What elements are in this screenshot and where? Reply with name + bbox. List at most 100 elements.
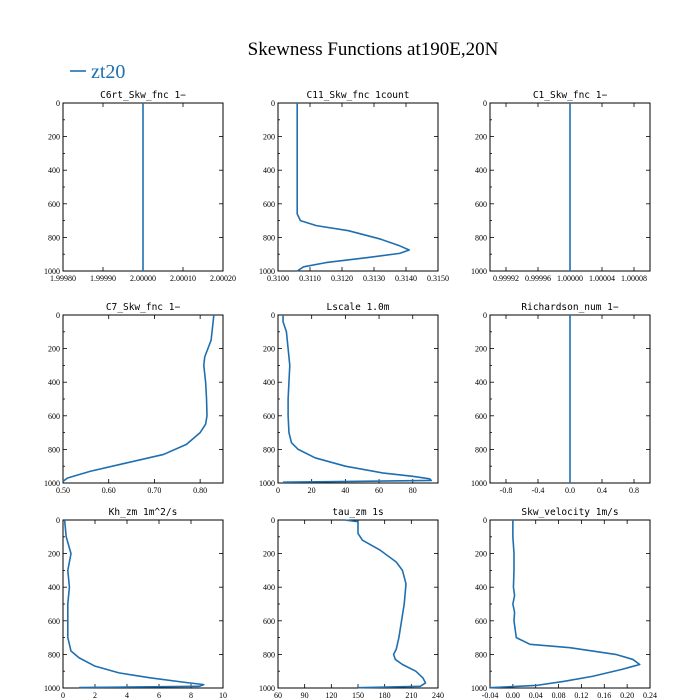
y-tick-label: 600 [48,617,60,626]
legend-label-zt20: zt20 [91,61,125,83]
panel-5: Richardson_num 1− 0 200 400 600 800 1000 -0.8 -0… [471,302,651,495]
panel-title: Kh_zm 1m^2/s [109,507,178,518]
x-tick-label: 0.24 [643,691,657,700]
panel-title: C6rt_Skw_fnc 1− [100,90,186,101]
x-tick-label: 0.3130 [363,274,385,283]
series-line-zt20 [63,519,205,689]
x-tick-label: 2.00010 [170,274,196,283]
y-tick-label: 600 [475,200,487,209]
x-tick-label: 0.08 [552,691,566,700]
y-tick-label: 400 [263,583,275,592]
x-tick-label: 0.70 [147,486,161,495]
y-tick-label: 800 [263,233,275,242]
x-tick-label: 0.3110 [299,274,321,283]
x-tick-label: 0.3100 [267,274,289,283]
y-tick-label: 0 [483,516,487,525]
series-line-zt20 [296,103,410,272]
series-line-zt20 [489,520,641,689]
x-tick-label: 2 [93,691,97,700]
y-tick-label: 0 [56,516,60,525]
x-tick-label: 10 [219,691,227,700]
y-tick-label: 600 [48,412,60,421]
y-tick-label: 1000 [259,684,275,693]
x-tick-label: 60 [375,486,383,495]
y-tick-label: 200 [48,345,60,354]
y-tick-label: 200 [263,550,275,559]
y-tick-label: 800 [48,445,60,454]
y-tick-label: 800 [475,650,487,659]
x-tick-label: 0.12 [574,691,588,700]
y-tick-label: 800 [48,233,60,242]
y-tick-label: 600 [263,617,275,626]
x-tick-label: 210 [405,691,417,700]
panel-title: C11_Skw_fnc 1count [307,90,410,101]
y-tick-label: 200 [48,550,60,559]
y-tick-label: 1000 [44,684,60,693]
x-tick-label: 120 [325,691,337,700]
x-tick-label: 1.99980 [50,274,76,283]
y-tick-label: 200 [48,133,60,142]
x-tick-label: 0.4 [597,486,607,495]
x-tick-label: 90 [301,691,309,700]
y-tick-label: 0 [483,99,487,108]
plot-frame [62,314,224,484]
y-tick-label: 0 [56,311,60,320]
y-tick-label: 1000 [259,479,275,488]
y-tick-label: 0 [483,311,487,320]
figure-title: Skewness Functions at190E,20N [248,39,499,60]
panel-title: Lscale 1.0m [327,302,390,313]
panel-2: C1_Skw_fnc 1− 0 200 400 600 800 1000 0.99992 0.9… [471,90,651,283]
y-tick-label: 600 [475,617,487,626]
x-tick-label: 6 [157,691,161,700]
y-tick-label: 400 [475,583,487,592]
y-tick-label: 400 [475,166,487,175]
x-tick-label: 0.16 [597,691,611,700]
x-tick-label: 0.3150 [427,274,449,283]
y-tick-label: 800 [263,445,275,454]
x-tick-label: 0.8 [629,486,639,495]
y-tick-label: 1000 [259,267,275,276]
panel-title: Richardson_num 1− [521,302,619,313]
x-tick-label: 1.99990 [90,274,116,283]
x-tick-label: 2.00020 [210,274,236,283]
y-tick-label: 0 [56,99,60,108]
y-tick-label: 600 [263,412,275,421]
x-tick-label: 0.60 [102,486,116,495]
x-tick-label: 0.50 [56,486,70,495]
x-tick-label: 80 [409,486,417,495]
x-tick-label: 0.3140 [395,274,417,283]
y-tick-label: 400 [48,378,60,387]
x-tick-label: -0.4 [532,486,545,495]
x-tick-label: 1.00008 [621,274,647,283]
series-line-zt20 [344,519,427,689]
y-tick-label: 400 [263,166,275,175]
y-tick-label: 200 [475,133,487,142]
y-tick-label: 800 [263,650,275,659]
panel-title: C7_Skw_fnc 1− [106,302,181,313]
x-tick-label: 20 [308,486,316,495]
y-tick-label: 1000 [471,267,487,276]
y-tick-label: 1000 [44,479,60,488]
x-tick-label: 0.99992 [493,274,519,283]
x-tick-label: 0.3120 [331,274,353,283]
y-tick-label: 200 [475,550,487,559]
series-line-zt20 [62,314,215,482]
y-tick-label: 0 [271,311,275,320]
y-tick-label: 200 [263,133,275,142]
x-tick-label: 0 [61,691,65,700]
legend: zt20 [70,61,125,83]
y-tick-label: 600 [48,200,60,209]
x-tick-label: 150 [352,691,364,700]
panel-title: C1_Skw_fnc 1− [533,90,608,101]
x-tick-label: 0 [276,486,280,495]
x-tick-label: 60 [274,691,282,700]
y-tick-label: 600 [263,200,275,209]
x-tick-label: 2.00000 [130,274,156,283]
x-tick-label: 40 [341,486,349,495]
